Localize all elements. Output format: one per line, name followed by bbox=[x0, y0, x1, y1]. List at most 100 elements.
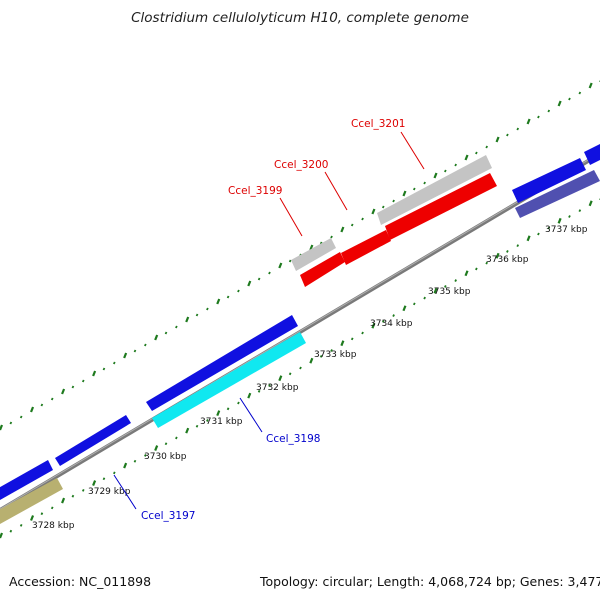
reverse-strand-dot bbox=[557, 217, 562, 224]
callout-line bbox=[324, 171, 348, 211]
forward-strand-dot bbox=[526, 118, 531, 125]
forward-strand-dot bbox=[61, 388, 66, 395]
forward-strand-dot bbox=[495, 136, 500, 143]
reverse-strand-dot bbox=[19, 523, 23, 527]
forward-strand-dot bbox=[444, 169, 447, 173]
gene-slate-3737[interactable] bbox=[515, 170, 600, 218]
forward-strand-dot bbox=[340, 226, 345, 233]
forward-strand-dot bbox=[30, 406, 35, 413]
reverse-strand-dot bbox=[578, 209, 582, 213]
tick-label: 3735 kbp bbox=[428, 287, 471, 297]
reverse-strand-dot bbox=[50, 506, 54, 510]
reverse-strand-dot bbox=[547, 226, 551, 230]
genome-summary-text: Topology: circular; Length: 4,068,724 bp… bbox=[260, 574, 600, 589]
forward-strand-dot bbox=[50, 397, 54, 401]
forward-strand-dot bbox=[206, 307, 209, 311]
reverse-strand-dot bbox=[299, 366, 302, 370]
forward-strand-dot bbox=[330, 235, 333, 239]
gene-red-3736b[interactable] bbox=[341, 230, 391, 265]
reverse-strand-dot bbox=[340, 340, 345, 347]
reverse-strand-dot bbox=[588, 200, 593, 207]
reverse-strand-dot bbox=[257, 389, 261, 393]
forward-strand-dot bbox=[40, 403, 44, 407]
reverse-strand-dot bbox=[495, 252, 500, 259]
gene-label[interactable]: Ccel_3198 bbox=[266, 433, 320, 445]
reverse-strand-dot bbox=[40, 512, 44, 516]
reverse-strand-dot bbox=[216, 410, 221, 417]
forward-strand-dot bbox=[361, 217, 364, 221]
backbone-highlight bbox=[0, 152, 600, 510]
forward-strand-dot bbox=[433, 172, 438, 179]
callout-line bbox=[113, 474, 137, 510]
forward-strand-dot bbox=[464, 154, 469, 161]
forward-strand-dot bbox=[578, 91, 582, 95]
forward-strand-dot bbox=[195, 313, 199, 317]
forward-strand-dot bbox=[102, 367, 106, 371]
gene-olive-3728[interactable] bbox=[0, 478, 63, 524]
gene-forward-3730[interactable] bbox=[55, 415, 131, 466]
forward-strand-dot bbox=[537, 115, 540, 119]
reverse-strand-dot bbox=[206, 419, 209, 422]
callout-line bbox=[400, 131, 425, 170]
reverse-strand-dot bbox=[71, 494, 75, 498]
tick-label: 3730 kbp bbox=[144, 452, 187, 462]
forward-strand-dot bbox=[164, 331, 168, 335]
forward-strand-dot bbox=[268, 271, 271, 275]
forward-strand-dot bbox=[278, 262, 283, 269]
gene-red-3736a[interactable] bbox=[300, 252, 345, 287]
forward-strand-dot bbox=[516, 127, 520, 131]
reverse-strand-dot bbox=[226, 407, 230, 411]
forward-strand-dot bbox=[185, 316, 190, 323]
tick-label: 3728 kbp bbox=[32, 521, 75, 531]
gene-forward-3731-3733[interactable] bbox=[146, 315, 298, 411]
reverse-strand-dot bbox=[9, 529, 13, 533]
forward-strand-dot bbox=[568, 97, 571, 101]
forward-strand-dot bbox=[350, 223, 354, 227]
reverse-strand-dot bbox=[485, 261, 489, 265]
reverse-strand-dot bbox=[268, 384, 271, 387]
callout-line bbox=[239, 397, 263, 433]
gene-ccel-3198-cyan[interactable] bbox=[152, 332, 306, 428]
gene-ccel-3201-red[interactable] bbox=[385, 173, 497, 240]
forward-strand-dot bbox=[402, 190, 407, 197]
forward-strand-dot bbox=[81, 379, 85, 383]
reverse-strand-dot bbox=[423, 296, 426, 300]
forward-strand-dot bbox=[112, 361, 116, 365]
forward-strand-dot bbox=[412, 187, 416, 191]
reverse-strand-dot bbox=[361, 331, 364, 335]
tick-label: 3737 kbp bbox=[545, 225, 588, 235]
reverse-strand-dot bbox=[516, 244, 520, 248]
reverse-strand-dot bbox=[123, 462, 128, 469]
gene-label[interactable]: Ccel_3197 bbox=[141, 510, 195, 522]
gene-features bbox=[0, 144, 600, 524]
reverse-strand-dot bbox=[144, 454, 147, 457]
forward-strand-dot bbox=[133, 349, 137, 353]
forward-strand-dot bbox=[216, 298, 221, 305]
tick-labels: 3728 kbp 3729 kbp 3730 kbp 3731 kbp 3732 kbp… bbox=[32, 225, 588, 531]
gene-label[interactable]: Ccel_3201 bbox=[351, 118, 405, 130]
backbone bbox=[0, 151, 600, 513]
reverse-strand-dot bbox=[92, 480, 97, 486]
callout-line bbox=[279, 197, 303, 237]
gene-forward-edge[interactable] bbox=[584, 144, 600, 165]
gene-ccel-3199-gray[interactable] bbox=[291, 238, 336, 271]
gene-label[interactable]: Ccel_3200 bbox=[274, 159, 328, 171]
reverse-strand-dot bbox=[350, 337, 354, 341]
strand-dot-tracks bbox=[0, 79, 600, 539]
reverse-strand-dot bbox=[112, 471, 116, 475]
reverse-strand-dot bbox=[371, 322, 376, 329]
reverse-strand-dot bbox=[433, 287, 438, 294]
reverse-strand-dot bbox=[61, 497, 66, 504]
gene-forward-3737[interactable] bbox=[512, 158, 586, 203]
gene-ccel-3200-gray[interactable] bbox=[377, 155, 492, 225]
forward-strand-dot bbox=[506, 133, 509, 137]
reverse-strand-dot bbox=[392, 314, 395, 317]
reverse-strand-dot bbox=[185, 427, 190, 434]
gene-label[interactable]: Ccel_3199 bbox=[228, 185, 282, 197]
forward-strand-dot bbox=[154, 334, 159, 341]
tick-label: 3734 kbp bbox=[370, 319, 413, 329]
forward-strand-dot bbox=[588, 82, 593, 89]
gene-ccel-3197-adjacent-forward[interactable] bbox=[0, 460, 53, 500]
forward-strand-dot bbox=[423, 181, 426, 185]
reverse-strand-dot bbox=[195, 424, 199, 428]
